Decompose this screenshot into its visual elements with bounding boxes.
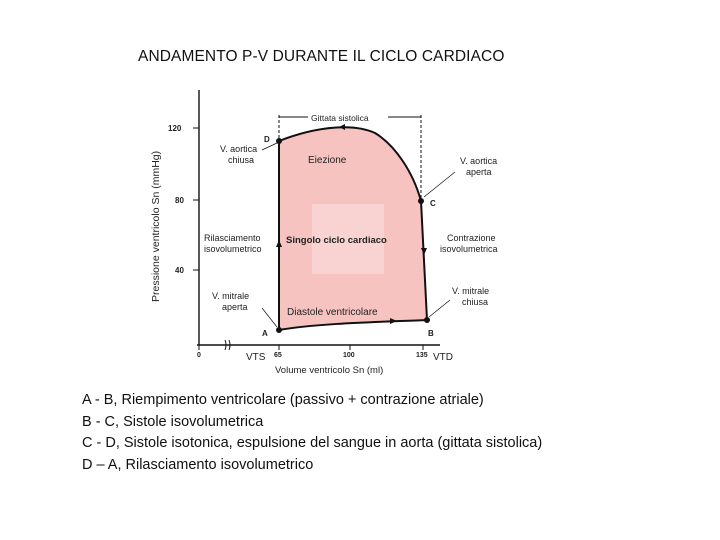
y-tick-label-40: 40: [175, 266, 184, 275]
vts-label: VTS: [246, 352, 266, 363]
y-axis-label: Pressione ventricolo Sn (mmHg): [150, 151, 162, 302]
point-label-d: D: [264, 135, 270, 144]
point-label-c: C: [430, 199, 436, 208]
leader-aortica-aperta: [423, 171, 456, 198]
point-label-a: A: [262, 329, 268, 338]
label-rilasciamento-2: isovolumetrico: [204, 244, 262, 254]
label-diastole: Diastole ventricolare: [287, 307, 378, 318]
legend-row-cd: C - D, Sistole isotonica, espulsione del…: [82, 435, 543, 451]
pv-loop-outline: [278, 126, 429, 332]
x-tick-label-135: 135: [416, 352, 428, 359]
label-eiezione: Eiezione: [308, 155, 347, 166]
point-d: [276, 138, 282, 144]
pv-loop-core: [312, 204, 384, 274]
label-aortica-aperta-1: V. aortica: [460, 156, 497, 166]
vtd-label: VTD: [433, 352, 453, 363]
label-rilasciamento-1: Rilasciamento: [204, 233, 261, 243]
leader-mitrale-chiusa: [428, 299, 451, 318]
arrow-bc: [421, 248, 427, 255]
leader-aortica-chiusa: [261, 142, 278, 151]
legend-row-da: D – A, Rilasciamento isovolumetrico: [82, 456, 314, 473]
label-contrazione-1: Contrazione: [447, 233, 496, 243]
y-tick-label-120: 120: [168, 124, 182, 133]
gittata-label: Gittata sistolica: [311, 113, 369, 123]
arrow-cd: [339, 124, 345, 130]
point-b: [424, 317, 430, 323]
label-singolo-ciclo: Singolo ciclo cardiaco: [286, 235, 387, 246]
label-mitrale-aperta-2: aperta: [222, 302, 248, 312]
point-label-b: B: [428, 329, 434, 338]
phase-legend: A - B, Riempimento ventricolare (passivo…: [82, 390, 542, 476]
label-aortica-aperta-2: aperta: [466, 167, 492, 177]
label-mitrale-chiusa-2: chiusa: [462, 297, 488, 307]
arrow-ab: [390, 318, 397, 324]
label-mitrale-chiusa-1: V. mitrale: [452, 286, 489, 296]
y-tick-label-80: 80: [175, 196, 184, 205]
pv-loop-diagram: Pressione ventricolo Sn (mmHg) 120 80 40…: [150, 90, 498, 376]
x-axis-label: Volume ventricolo Sn (ml): [275, 365, 383, 376]
label-mitrale-aperta-1: V. mitrale: [212, 291, 249, 301]
label-aortica-chiusa-1: V. aortica: [220, 144, 257, 154]
leader-mitrale-aperta: [261, 307, 278, 328]
arrow-da: [276, 240, 282, 247]
x-tick-label-0: 0: [197, 352, 201, 359]
axis-break-mark: [224, 339, 231, 351]
x-tick-label-65: 65: [274, 352, 282, 359]
legend-row-ab: A - B, Riempimento ventricolare (passivo…: [82, 392, 484, 408]
label-aortica-chiusa-2: chiusa: [228, 155, 254, 165]
legend-row-bc: B - C, Sistole isovolumetrica: [82, 413, 264, 430]
x-tick-label-100: 100: [343, 352, 355, 359]
label-contrazione-2: isovolumetrica: [440, 244, 498, 254]
page-title: ANDAMENTO P-V DURANTE IL CICLO CARDIACO: [138, 48, 505, 65]
point-c: [418, 198, 424, 204]
point-a: [276, 327, 282, 333]
